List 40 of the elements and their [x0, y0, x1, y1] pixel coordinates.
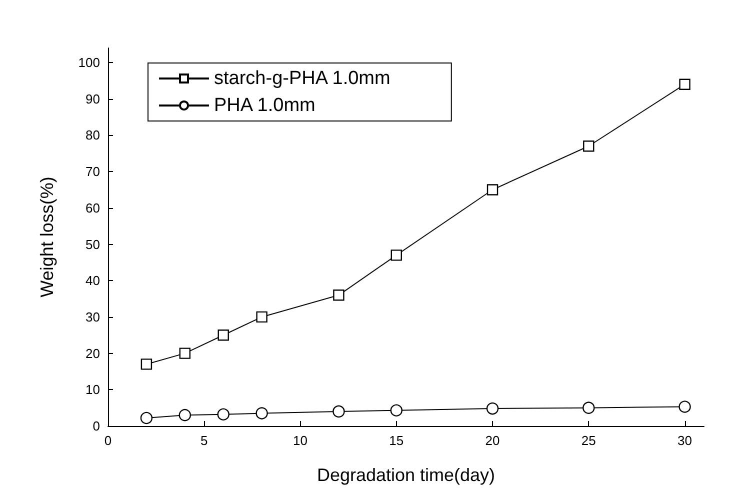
- y-tick-label: 20: [86, 346, 100, 361]
- y-tick-label: 10: [86, 382, 100, 398]
- x-tick-label: 25: [581, 433, 596, 448]
- legend-label: PHA 1.0mm: [214, 95, 316, 116]
- legend-label: starch-g-PHA 1.0mm: [214, 68, 390, 89]
- y-tick-label: 50: [86, 236, 100, 252]
- x-tick-label: 5: [200, 433, 208, 448]
- point: [582, 402, 595, 414]
- y-axis-title: Weight loss(%): [37, 176, 57, 298]
- point: [178, 409, 192, 422]
- y-tick-label: 30: [86, 309, 100, 324]
- y-tick-label: 90: [86, 91, 100, 106]
- point: [218, 330, 229, 341]
- y-tick-label: 80: [86, 128, 100, 143]
- point: [486, 402, 499, 415]
- point: [217, 408, 230, 420]
- point: [256, 407, 268, 420]
- y-tick-label: 40: [86, 273, 100, 288]
- x-tick-label: 10: [293, 433, 308, 448]
- point: [179, 348, 191, 359]
- point: [679, 78, 690, 90]
- point: [390, 250, 402, 261]
- point: [486, 184, 498, 196]
- y-tick-label: 100: [78, 55, 100, 70]
- point: [583, 140, 594, 152]
- y-tick-label: 0: [92, 418, 100, 434]
- point: [678, 400, 691, 413]
- y-tick-label: 70: [86, 164, 100, 180]
- y-tick-label: 60: [86, 200, 100, 216]
- x-tick-label: 0: [104, 433, 112, 448]
- point: [332, 405, 345, 418]
- x-axis-title: Degradation time(day): [316, 465, 496, 485]
- point: [140, 412, 153, 424]
- point: [333, 290, 344, 301]
- x-tick-label: 30: [678, 433, 692, 448]
- point: [140, 358, 152, 370]
- x-tick-label: 15: [389, 433, 404, 448]
- point: [390, 404, 402, 416]
- point: [256, 311, 268, 323]
- x-tick-label: 20: [485, 433, 500, 448]
